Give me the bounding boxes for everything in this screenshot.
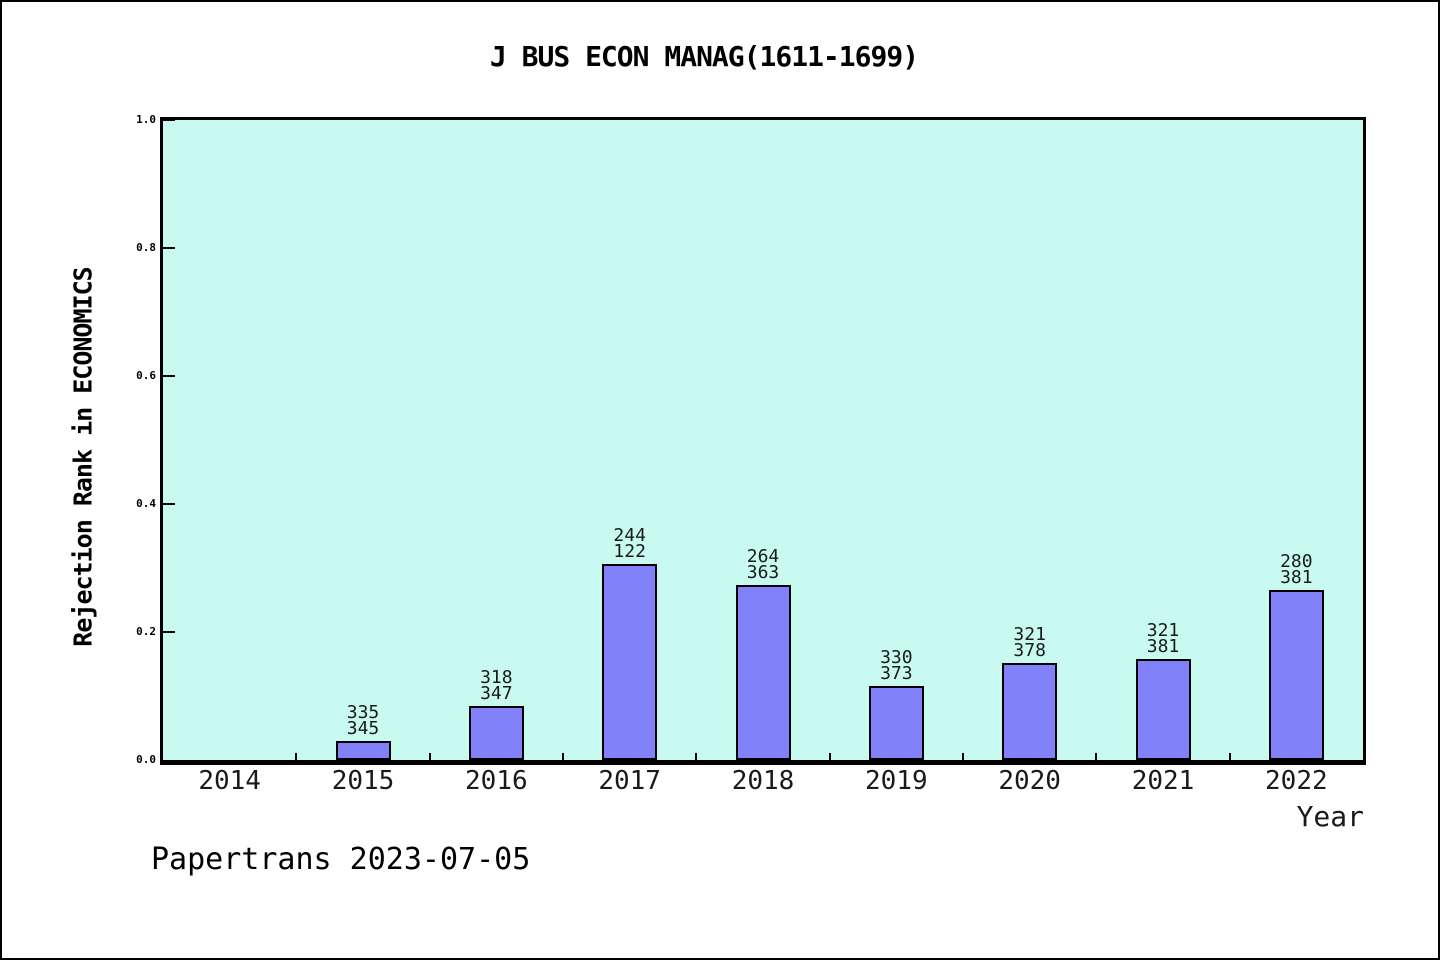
y-axis-tick — [163, 375, 175, 377]
x-axis-tick — [428, 753, 431, 760]
x-tick-label: 2015 — [331, 766, 395, 796]
y-axis-tick — [163, 247, 175, 249]
bar-2016 — [468, 706, 524, 760]
bar-2019 — [868, 686, 924, 760]
y-tick-label: 1.0 — [136, 113, 156, 126]
y-tick-label: 0.4 — [136, 497, 156, 510]
y-tick-label: 0.0 — [136, 753, 156, 766]
y-tick-label: 0.8 — [136, 241, 156, 254]
y-tick-label: 0.6 — [136, 369, 156, 382]
x-axis-label: Year — [1296, 800, 1364, 833]
x-axis-tick — [295, 753, 298, 760]
watermark-text: Papertrans 2023-07-05 — [151, 842, 531, 877]
bar-2017 — [602, 563, 658, 760]
bar-2022 — [1268, 590, 1324, 760]
y-axis-tick — [163, 503, 175, 505]
x-tick-label: 2020 — [998, 766, 1061, 796]
bar-value-label: 318 347 — [480, 667, 513, 705]
x-tick-label: 2018 — [731, 766, 795, 796]
x-tick-label: 2021 — [1131, 766, 1195, 796]
bar-2015 — [335, 741, 391, 760]
x-axis-tick — [562, 753, 564, 760]
bar-value-label: 335 345 — [346, 702, 380, 740]
bar-value-label: 321 378 — [1013, 624, 1046, 662]
x-axis-tick — [1095, 753, 1098, 760]
bar-2018 — [735, 585, 791, 760]
bar-2020 — [1002, 663, 1058, 760]
x-tick-label: 2016 — [465, 766, 528, 796]
bar-value-label: 330 373 — [880, 647, 913, 685]
plot-area: 335 345 318 347 244 122 264 363 330 373 321 378 321 3… — [160, 117, 1366, 765]
bar-value-label: 280 381 — [1280, 551, 1313, 589]
bar-2021 — [1135, 658, 1191, 760]
x-axis-tick — [1228, 753, 1231, 760]
x-tick-label: 2022 — [1265, 766, 1328, 796]
y-tick-label: 0.2 — [136, 625, 156, 638]
bar-value-label: 244 122 — [613, 524, 646, 562]
bar-value-label: 321 381 — [1146, 619, 1180, 657]
y-axis-label: Rejection Rank in ECONOMICS — [68, 267, 98, 647]
x-axis-tick — [828, 753, 831, 760]
x-axis-tick — [962, 753, 964, 760]
x-tick-label: 2014 — [198, 766, 261, 796]
y-axis-tick — [163, 631, 175, 633]
x-tick-label: 2017 — [598, 766, 661, 796]
chart-title: J BUS ECON MANAG(1611-1699) — [489, 40, 919, 73]
x-tick-label: 2019 — [865, 766, 928, 796]
x-axis-tick — [695, 753, 698, 760]
y-axis-tick — [163, 119, 175, 121]
bar-value-label: 264 363 — [746, 546, 780, 584]
